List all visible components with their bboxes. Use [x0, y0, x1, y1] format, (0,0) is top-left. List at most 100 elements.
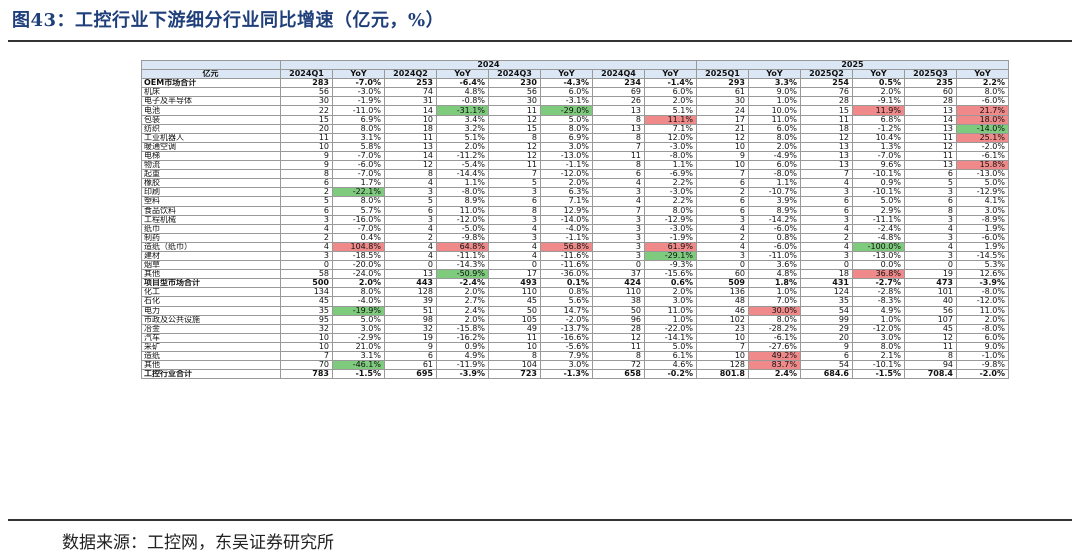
yoy-cell: 6.0%	[748, 160, 801, 171]
column-header: YoY	[748, 69, 801, 80]
yoy-cell: 104.8%	[332, 241, 385, 252]
value-cell: 10	[280, 341, 333, 353]
row-label: 工程机械	[141, 214, 281, 225]
yoy-cell: 2.0%	[956, 314, 1009, 325]
column-header: YoY	[436, 69, 489, 80]
yoy-cell: -4.0%	[332, 296, 385, 307]
yoy-cell: -11.6%	[540, 250, 593, 262]
yoy-cell: -24.0%	[332, 269, 385, 280]
yoy-cell: 2.0%	[436, 287, 489, 298]
yoy-cell: 0.6%	[644, 278, 697, 289]
value-cell: 28	[904, 96, 957, 107]
value-cell: 3	[280, 214, 333, 225]
value-cell: 45	[904, 323, 957, 334]
value-cell: 9	[280, 150, 333, 162]
yoy-cell: 0.9%	[436, 341, 489, 353]
value-cell: 8	[904, 205, 957, 216]
value-cell: 17	[488, 269, 541, 280]
yoy-cell: -11.0%	[748, 250, 801, 262]
column-header: 2025Q1	[696, 69, 749, 80]
yoy-cell: -2.0%	[956, 369, 1009, 380]
value-cell: 26	[592, 96, 645, 107]
yoy-cell: -6.0%	[956, 232, 1009, 243]
yoy-cell: 5.1%	[436, 132, 489, 143]
yoy-cell: 1.9%	[956, 241, 1009, 252]
value-cell: 20	[280, 123, 333, 134]
value-cell: 801.8	[696, 369, 749, 380]
value-cell: 8	[488, 205, 541, 216]
table-row: 市政及公共设施 95 5.0% 98 2.0% 105 -2.0% 96 1.0% 102 8.0%…	[141, 314, 1009, 325]
yoy-cell: -12.9%	[956, 187, 1009, 198]
yoy-cell: 56.8%	[540, 241, 593, 252]
yoy-cell: -0.2%	[644, 369, 697, 380]
value-cell: 17	[696, 114, 749, 125]
total-row: 工控行业合计 783 -1.5% 695 -3.9% 723 -1.3% 658 -0.2% 80…	[141, 369, 1009, 380]
yoy-cell: 6.3%	[540, 187, 593, 198]
value-cell: 7	[592, 205, 645, 216]
yoy-cell: 8.0%	[540, 123, 593, 134]
yoy-cell: 3.6%	[748, 260, 801, 271]
yoy-cell: 4.1%	[956, 196, 1009, 207]
yoy-cell: 8.0%	[332, 287, 385, 298]
value-cell: 32	[384, 323, 437, 334]
value-cell: 0	[696, 260, 749, 271]
row-label: 烟草	[141, 260, 281, 271]
table-row: 起重 8 -7.0% 8 -14.4% 7 -12.0% 6 -6.9% 7 -8.0% 7 -10.1…	[141, 169, 1009, 180]
value-cell: 658	[592, 369, 645, 380]
value-cell: 4	[800, 223, 853, 234]
value-cell: 20	[800, 332, 853, 343]
value-cell: 107	[904, 314, 957, 325]
value-cell: 12	[384, 160, 437, 171]
value-cell: 51	[384, 305, 437, 316]
value-cell: 6	[280, 178, 333, 189]
yoy-cell: -29.0%	[540, 105, 593, 116]
yoy-cell: -14.0%	[540, 214, 593, 225]
yoy-cell: 11.0%	[436, 205, 489, 216]
value-cell: 104	[488, 360, 541, 371]
yoy-cell: 6.1%	[644, 350, 697, 362]
value-cell: 0	[384, 260, 437, 271]
yoy-cell: -14.0%	[956, 123, 1009, 134]
table-row: 机床 56 -3.0% 74 4.8% 56 6.0% 69 6.0% 61 9.0% 76 2.0% 6…	[141, 87, 1009, 98]
column-header: YoY	[644, 69, 697, 80]
yoy-cell: 0.8%	[540, 287, 593, 298]
row-label: 建材	[141, 250, 281, 262]
table-row: 化工 134 8.0% 128 2.0% 110 0.8% 110 2.0% 136 1.0% 124…	[141, 287, 1009, 298]
table-row: 暖通空调 10 5.8% 13 2.0% 12 3.0% 7 -3.0% 10 2.0% 13 1.3%…	[141, 141, 1009, 152]
yoy-cell: 2.4%	[748, 369, 801, 380]
value-cell: 443	[384, 278, 437, 289]
yoy-cell: -22.1%	[332, 187, 385, 198]
column-header: 2024Q4	[592, 69, 645, 80]
value-cell: 11	[592, 341, 645, 353]
yoy-cell: -2.0%	[956, 141, 1009, 152]
yoy-cell: -18.5%	[332, 250, 385, 262]
yoy-cell: -12.0%	[956, 296, 1009, 307]
value-cell: 96	[592, 314, 645, 325]
row-label: 包装	[141, 114, 281, 125]
yoy-cell: -1.1%	[540, 232, 593, 243]
value-cell: 6	[384, 205, 437, 216]
yoy-cell: -22.0%	[644, 323, 697, 334]
value-cell: 18	[384, 123, 437, 134]
value-cell: 102	[696, 314, 749, 325]
yoy-cell: -36.0%	[540, 269, 593, 280]
yoy-cell: 8.0%	[748, 132, 801, 143]
value-cell: 56	[280, 87, 333, 98]
value-cell: 23	[696, 323, 749, 334]
yoy-cell: -4.8%	[852, 232, 905, 243]
yoy-cell: -14.5%	[956, 250, 1009, 262]
yoy-cell: 2.2%	[956, 78, 1009, 89]
yoy-cell: 6.9%	[540, 132, 593, 143]
value-cell: 424	[592, 278, 645, 289]
yoy-cell: -12.0%	[852, 323, 905, 334]
value-cell: 69	[592, 87, 645, 98]
yoy-cell: -8.0%	[956, 287, 1009, 298]
yoy-cell: 5.0%	[956, 178, 1009, 189]
value-cell: 8	[488, 132, 541, 143]
yoy-cell: -1.1%	[540, 160, 593, 171]
yoy-cell: 8.0%	[332, 123, 385, 134]
yoy-cell: -50.9%	[436, 269, 489, 280]
row-label: 物流	[141, 160, 281, 171]
yoy-cell: 6.9%	[332, 114, 385, 125]
yoy-cell: -29.1%	[644, 250, 697, 262]
